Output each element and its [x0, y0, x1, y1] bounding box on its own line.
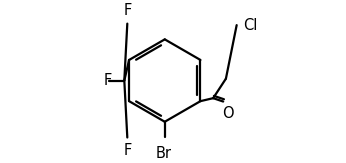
Text: Cl: Cl [243, 18, 258, 33]
Text: Br: Br [156, 146, 172, 161]
Text: F: F [104, 73, 112, 88]
Text: F: F [123, 143, 131, 158]
Text: F: F [123, 3, 131, 18]
Text: O: O [222, 106, 234, 121]
